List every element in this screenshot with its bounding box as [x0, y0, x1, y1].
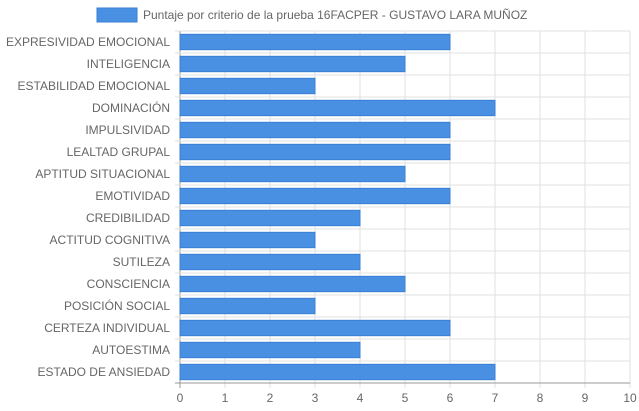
x-tick-2: 2 — [267, 391, 274, 405]
bar-7[interactable] — [179, 165, 406, 183]
category-label-13: POSICIÓN SOCIAL — [64, 298, 170, 313]
category-label-12: CONSCIENCIA — [87, 277, 170, 291]
bar-5[interactable] — [179, 121, 451, 139]
category-label-10: ACTITUD COGNITIVA — [50, 233, 170, 247]
x-tick-1: 1 — [222, 391, 229, 405]
bar-16[interactable] — [179, 363, 496, 381]
x-tick-labels: 0 1 2 3 4 5 6 7 8 9 10 — [177, 391, 637, 405]
x-tick-9: 9 — [582, 391, 589, 405]
bar-8[interactable] — [179, 187, 451, 205]
bar-9[interactable] — [179, 209, 361, 227]
category-label-2: INTELIGENCIA — [87, 57, 170, 71]
x-tick-6: 6 — [447, 391, 454, 405]
x-tick-4: 4 — [357, 391, 364, 405]
x-tick-3: 3 — [312, 391, 319, 405]
category-label-14: CERTEZA INDIVIDUAL — [44, 321, 170, 335]
bar-14[interactable] — [179, 319, 451, 337]
bar-13[interactable] — [179, 297, 316, 315]
legend-swatch — [96, 7, 138, 23]
category-label-1: EXPRESIVIDAD EMOCIONAL — [6, 35, 170, 49]
bar-4[interactable] — [179, 99, 496, 117]
category-label-5: IMPULSIVIDAD — [85, 123, 170, 137]
bar-10[interactable] — [179, 231, 316, 249]
x-tick-5: 5 — [402, 391, 409, 405]
grid — [175, 30, 631, 388]
category-label-16: ESTADO DE ANSIEDAD — [38, 365, 171, 379]
category-label-11: SUTILEZA — [113, 255, 170, 269]
bar-2[interactable] — [179, 55, 406, 73]
category-label-6: LEALTAD GRUPAL — [67, 145, 171, 159]
bar-12[interactable] — [179, 275, 406, 293]
category-label-4: DOMINACIÓN — [92, 100, 170, 115]
category-label-8: EMOTIVIDAD — [95, 189, 170, 203]
bars — [179, 33, 496, 381]
category-label-3: ESTABILIDAD EMOCIONAL — [18, 79, 171, 93]
x-tick-7: 7 — [492, 391, 499, 405]
category-label-15: AUTOESTIMA — [92, 343, 170, 357]
legend[interactable]: Puntaje por criterio de la prueba 16FACP… — [96, 7, 527, 23]
bar-6[interactable] — [179, 143, 451, 161]
category-label-9: CREDIBILIDAD — [86, 211, 170, 225]
legend-series-name: Puntaje por criterio de la prueba 16FACP… — [143, 8, 527, 22]
category-labels: EXPRESIVIDAD EMOCIONAL INTELIGENCIA ESTABI… — [6, 35, 170, 379]
bar-3[interactable] — [179, 77, 316, 95]
x-tick-8: 8 — [537, 391, 544, 405]
x-tick-0: 0 — [177, 391, 184, 405]
category-label-7: APTITUD SITUACIONAL — [35, 167, 170, 181]
x-tick-10: 10 — [623, 391, 637, 405]
bar-1[interactable] — [179, 33, 451, 51]
bar-11[interactable] — [179, 253, 361, 271]
bar-15[interactable] — [179, 341, 361, 359]
